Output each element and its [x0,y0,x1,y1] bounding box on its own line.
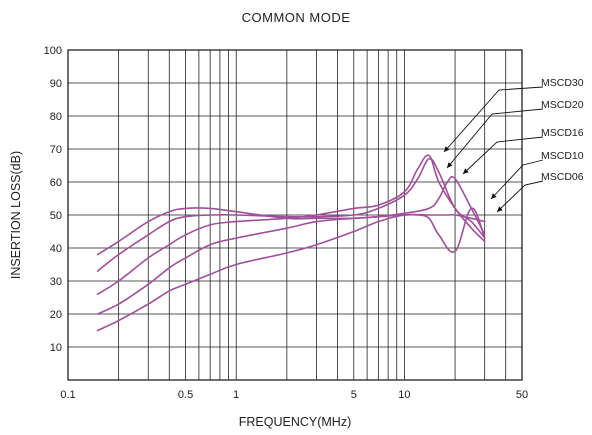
series-line-mscd30 [96,207,486,256]
y-tick-label: 60 [50,177,62,189]
x-tick-label: 10 [398,389,410,401]
legend-arrowhead-mscd06 [497,206,503,212]
y-tick-label: 10 [50,342,62,354]
legend-leader-mscd20 [446,108,544,169]
legend-label-mscd06: MSCD06 [541,171,584,183]
plot-frame [67,49,523,381]
tick-labels: 0.1 0.5 1 5 10 50 10 20 30 40 50 60 70 80 90 100 [44,45,528,401]
series-line-mscd20 [96,157,486,272]
y-tick-label: 100 [44,45,62,57]
legend-label-mscd30: MSCD30 [541,77,584,89]
legend-label-mscd16: MSCD16 [541,127,584,139]
x-tick-label: 50 [516,389,528,401]
legend: MSCD30 MSCD20 MSCD16 MSCD10 MSCD06 [443,77,584,213]
y-tick-label: 50 [50,210,62,222]
y-tick-label: 30 [50,276,62,288]
legend-leader-mscd06 [496,180,544,213]
legend-arrowhead-mscd30 [444,146,450,152]
series-lines [96,154,486,332]
y-tick-label: 20 [50,309,62,321]
x-axis-label: FREQUENCY(MHz) [239,415,352,429]
legend-leader-mscd10 [490,159,544,200]
legend-arrowhead-mscd10 [491,193,497,199]
y-tick-label: 80 [50,111,62,123]
series-line-mscd16 [96,154,486,295]
series-line-mscd10 [96,175,486,315]
x-tick-label: 5 [351,389,357,401]
x-tick-label: 0.1 [60,389,75,401]
legend-leader-mscd30 [443,86,544,153]
x-tick-label: 1 [233,389,239,401]
series-line-mscd06 [96,213,486,332]
legend-leader-mscd16 [462,136,544,175]
x-tick-label: 0.5 [178,389,193,401]
chart-title: COMMON MODE [242,10,351,25]
y-tick-label: 70 [50,144,62,156]
legend-label-mscd20: MSCD20 [541,99,584,111]
y-axis-label: INSERTION LOSS(dB) [9,151,23,279]
y-tick-label: 40 [50,243,62,255]
y-tick-label: 90 [50,78,62,90]
legend-label-mscd10: MSCD10 [541,150,584,162]
legend-arrowhead-mscd20 [447,162,453,168]
legend-arrowhead-mscd16 [463,168,469,174]
